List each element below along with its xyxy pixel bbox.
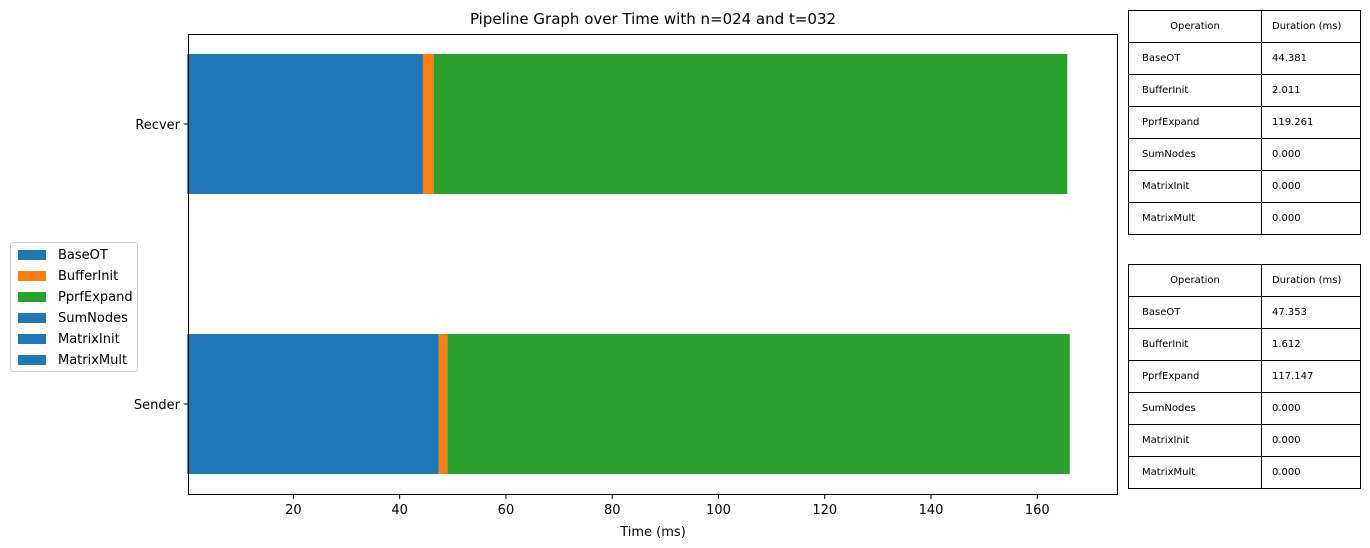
operation-cell: SumNodes — [1128, 138, 1262, 171]
operation-cell: MatrixInit — [1128, 170, 1262, 203]
bar-recver-pprfexpand — [433, 54, 1068, 194]
legend-item-matrixmult: MatrixMult — [18, 350, 127, 370]
duration-cell: 0.000 — [1261, 202, 1361, 235]
x-tick-label: 60 — [498, 503, 515, 518]
table-row: SumNodes 0.000 — [1128, 392, 1361, 425]
bar-sender-pprfexpand — [447, 334, 1070, 474]
duration-cell: 117.147 — [1261, 360, 1361, 393]
legend-swatch — [18, 292, 46, 302]
duration-cell: 44.381 — [1261, 42, 1361, 75]
chart-title: Pipeline Graph over Time with n=024 and … — [470, 10, 836, 28]
recver-duration-table: Operation Duration (ms) BaseOT 44.381 Buffer… — [1128, 10, 1361, 235]
legend-swatch — [18, 355, 46, 365]
table-header-cell: Operation — [1128, 10, 1262, 43]
operation-cell: MatrixInit — [1128, 424, 1262, 457]
table-row: BaseOT 44.381 — [1128, 42, 1361, 75]
duration-cell: 119.261 — [1261, 106, 1361, 139]
duration-cell: 2.011 — [1261, 74, 1361, 107]
operation-cell: PprfExpand — [1128, 106, 1262, 139]
table-header-cell: Duration (ms) — [1261, 264, 1361, 297]
y-tick-label-recver: Recver — [135, 118, 180, 133]
bar-recver-baseot — [187, 54, 423, 194]
legend-label: BufferInit — [58, 268, 119, 284]
chart-legend: BaseOT BufferInit PprfExpand SumNodes Matrix… — [10, 242, 138, 372]
operation-cell: MatrixMult — [1128, 456, 1262, 489]
legend-item-sumnodes: SumNodes — [18, 308, 128, 328]
legend-item-baseot: BaseOT — [18, 245, 108, 265]
legend-item-pprfexpand: PprfExpand — [18, 287, 133, 307]
pipeline-chart: Pipeline Graph over Time with n=024 and … — [134, 10, 1118, 540]
duration-cell: 0.000 — [1261, 424, 1361, 457]
operation-cell: SumNodes — [1128, 392, 1262, 425]
x-axis-label: Time (ms) — [619, 525, 686, 540]
bar-recver-bufferinit — [422, 54, 434, 194]
table-row: MatrixMult 0.000 — [1128, 456, 1361, 489]
x-tick-label: 160 — [1025, 503, 1050, 518]
duration-cell: 0.000 — [1261, 170, 1361, 203]
operation-cell: BaseOT — [1128, 296, 1262, 329]
sender-duration-table: Operation Duration (ms) BaseOT 47.353 Buffer… — [1128, 264, 1361, 489]
legend-item-matrixinit: MatrixInit — [18, 329, 120, 349]
legend-label: PprfExpand — [58, 289, 133, 305]
legend-label: MatrixMult — [58, 352, 128, 368]
bars-layer — [187, 54, 1070, 474]
legend-label: MatrixInit — [58, 331, 120, 347]
table-row: BaseOT 47.353 — [1128, 296, 1361, 329]
operation-cell: BufferInit — [1128, 74, 1262, 107]
x-tick-label: 140 — [919, 503, 944, 518]
table-row: PprfExpand 119.261 — [1128, 106, 1361, 139]
legend-label: SumNodes — [58, 310, 128, 326]
duration-cell: 0.000 — [1261, 138, 1361, 171]
table-header-cell: Operation — [1128, 264, 1262, 297]
operation-cell: PprfExpand — [1128, 360, 1262, 393]
duration-cell: 0.000 — [1261, 392, 1361, 425]
x-tick-label: 120 — [812, 503, 837, 518]
x-tick-label: 40 — [391, 503, 408, 518]
table-header-row: Operation Duration (ms) — [1128, 10, 1361, 43]
y-axis-ticks: Sender Recver — [134, 118, 189, 413]
x-tick-label: 80 — [604, 503, 621, 518]
x-tick-label: 100 — [706, 503, 731, 518]
table-row: PprfExpand 117.147 — [1128, 360, 1361, 393]
table-header-row: Operation Duration (ms) — [1128, 264, 1361, 297]
table-row: MatrixInit 0.000 — [1128, 424, 1361, 457]
table-header-cell: Duration (ms) — [1261, 10, 1361, 43]
duration-cell: 47.353 — [1261, 296, 1361, 329]
table-row: BufferInit 1.612 — [1128, 328, 1361, 361]
legend-item-bufferinit: BufferInit — [18, 266, 118, 286]
duration-cell: 1.612 — [1261, 328, 1361, 361]
bar-sender-baseot — [187, 334, 439, 474]
legend-swatch — [18, 334, 46, 344]
x-tick-label: 20 — [285, 503, 302, 518]
plot-frame — [188, 34, 1118, 495]
table-row: MatrixInit 0.000 — [1128, 170, 1361, 203]
operation-cell: BaseOT — [1128, 42, 1262, 75]
legend-swatch — [18, 313, 46, 323]
table-row: SumNodes 0.000 — [1128, 138, 1361, 171]
legend-label: BaseOT — [58, 247, 108, 263]
y-tick-label-sender: Sender — [134, 398, 181, 413]
operation-cell: BufferInit — [1128, 328, 1262, 361]
table-row: BufferInit 2.011 — [1128, 74, 1361, 107]
duration-cell: 0.000 — [1261, 456, 1361, 489]
legend-swatch — [18, 250, 46, 260]
bar-sender-bufferinit — [438, 334, 448, 474]
table-row: MatrixMult 0.000 — [1128, 202, 1361, 235]
legend-swatch — [18, 271, 46, 281]
x-axis-ticks: 20 40 60 80 100 120 140 160 — [285, 494, 1050, 518]
operation-cell: MatrixMult — [1128, 202, 1262, 235]
